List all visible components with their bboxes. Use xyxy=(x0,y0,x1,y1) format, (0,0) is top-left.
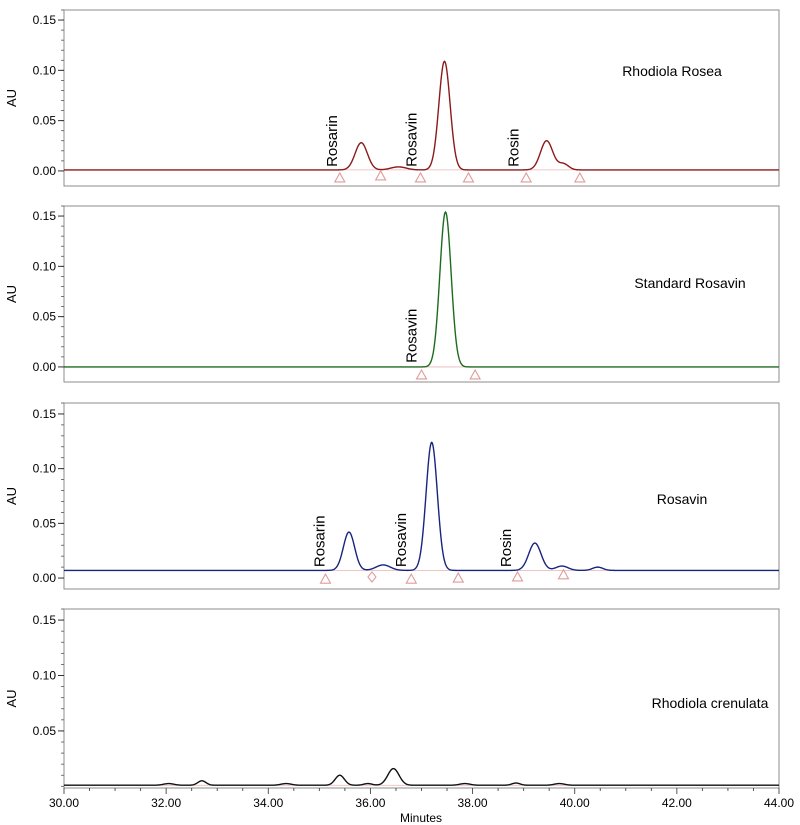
x-tick-label: 34.00 xyxy=(253,796,283,810)
integration-diamond-marker xyxy=(367,571,377,583)
peak-label: Rosavin xyxy=(403,113,420,167)
chromatogram-trace xyxy=(64,210,779,368)
integration-triangle-marker xyxy=(333,171,346,183)
panel-frame xyxy=(63,9,780,187)
panel-title: Standard Rosavin xyxy=(634,275,745,291)
panel-3: 0.00 0.05 0.10 0.15 AU Rosavin Rosarin Rosavin R… xyxy=(4,402,780,590)
y-tick-label: 0.05 xyxy=(33,114,57,128)
integration-triangle-marker xyxy=(452,571,465,583)
integration-triangle-marker xyxy=(469,368,482,380)
chromatogram-trace xyxy=(64,441,779,572)
chromatogram-trace xyxy=(64,60,779,171)
y-tick-label: 0.00 xyxy=(33,164,57,178)
y-axis-label: AU xyxy=(4,285,19,303)
panel-frame xyxy=(63,402,780,590)
y-axis-label: AU xyxy=(4,487,19,505)
integration-triangle-marker xyxy=(557,568,570,580)
y-tick-label: 0.10 xyxy=(33,63,57,77)
y-tick-label: 0.15 xyxy=(33,209,57,223)
panel-title: Rhodiola Rosea xyxy=(622,63,722,79)
peak-label: Rosin xyxy=(506,129,523,167)
integration-triangle-marker xyxy=(415,368,428,380)
integration-triangle-marker xyxy=(405,573,418,584)
chromatogram-trace xyxy=(64,767,779,786)
y-tick-label: 0.05 xyxy=(33,310,57,324)
integration-triangle-marker xyxy=(374,169,387,181)
y-tick-label: 0.05 xyxy=(33,516,57,530)
y-axis-label: AU xyxy=(4,89,19,107)
y-tick-label: 0.00 xyxy=(33,360,57,374)
integration-triangle-marker xyxy=(573,171,586,183)
integration-triangle-marker xyxy=(520,171,533,183)
integration-triangle-marker xyxy=(319,573,332,584)
x-tick-label: 30.00 xyxy=(49,796,79,810)
y-axis-label: AU xyxy=(4,689,19,707)
x-tick-label: 42.00 xyxy=(662,796,692,810)
x-tick-label: 40.00 xyxy=(560,796,590,810)
integration-triangle-marker xyxy=(462,171,475,183)
integration-triangle-marker xyxy=(511,570,524,582)
panel-2: 0.00 0.05 0.10 0.15 AU Standard Rosavin Rosavi… xyxy=(4,205,780,383)
x-tick-label: 38.00 xyxy=(458,796,488,810)
panels: 0.00 0.05 0.10 0.15 AU Rhodiola Rosea Rosarin R… xyxy=(4,9,780,789)
integration-triangle-marker xyxy=(414,171,427,183)
peak-label: Rosavin xyxy=(393,513,410,567)
y-tick-label: 0.15 xyxy=(33,407,57,421)
peak-label: Rosin xyxy=(498,529,515,567)
x-axis: 30.00 32.00 34.00 36.00 38.00 40.00 42.00 44.00 xyxy=(49,788,794,810)
y-tick-label: 0.05 xyxy=(33,724,57,738)
panel-title: Rosavin xyxy=(657,491,708,507)
y-tick-label: 0.10 xyxy=(33,462,57,476)
panel-1: 0.00 0.05 0.10 0.15 AU Rhodiola Rosea Rosarin R… xyxy=(4,9,780,187)
x-tick-label: 36.00 xyxy=(355,796,385,810)
y-tick-label: 0.10 xyxy=(33,669,57,683)
panel-title: Rhodiola crenulata xyxy=(652,695,769,711)
peak-label: Rosarin xyxy=(311,515,328,567)
peak-label: Rosarin xyxy=(324,115,341,167)
y-tick-label: 0.15 xyxy=(33,13,57,27)
y-tick-label: 0.15 xyxy=(33,613,57,627)
y-tick-label: 0.00 xyxy=(33,571,57,585)
x-axis-label: Minutes xyxy=(400,811,442,825)
y-tick-label: 0.10 xyxy=(33,259,57,273)
x-tick-label: 32.00 xyxy=(151,796,181,810)
x-tick-label: 44.00 xyxy=(764,796,794,810)
panel-4: 0.05 0.10 0.15 AU Rhodiola crenulata xyxy=(4,608,780,789)
peak-label: Rosavin xyxy=(403,309,420,363)
panel-frame xyxy=(63,205,780,383)
